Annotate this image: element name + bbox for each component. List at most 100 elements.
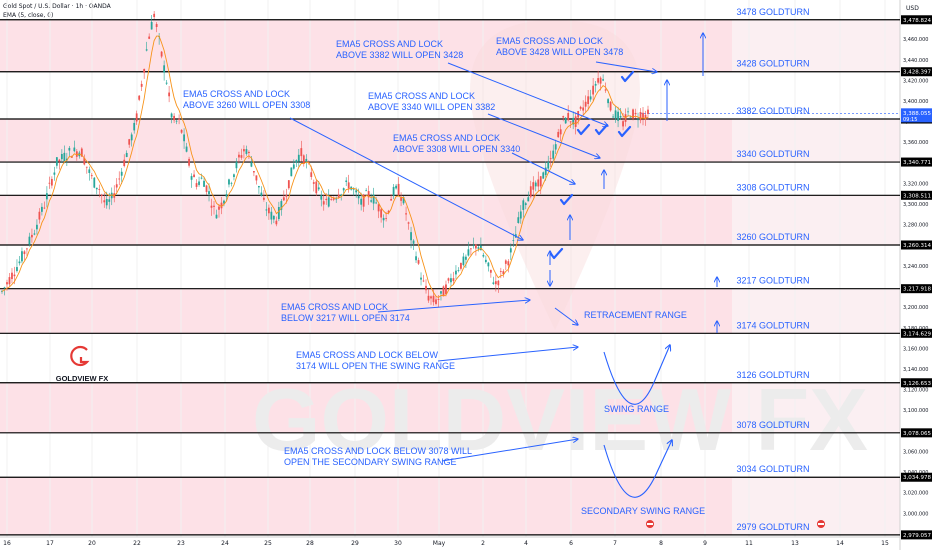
- candle-body: [415, 256, 417, 261]
- candle-body: [193, 174, 195, 178]
- candle-body: [235, 161, 238, 169]
- candle-body: [225, 194, 228, 197]
- candle-body: [125, 152, 128, 158]
- y-tick-label: 3,320.000: [903, 181, 928, 187]
- candle-body: [360, 198, 363, 205]
- candle-body: [494, 281, 497, 285]
- x-tick-label: 22: [133, 540, 141, 547]
- level-price-tag-bg: [901, 530, 932, 540]
- y-tick-label: 3,360.000: [903, 140, 928, 146]
- currency-label: USD: [906, 5, 919, 12]
- candle-body: [357, 196, 360, 199]
- candle-body: [290, 167, 293, 177]
- candle-body: [280, 201, 283, 210]
- candle-body: [183, 134, 185, 142]
- candle-body: [200, 177, 203, 179]
- zone-band-future: [732, 195, 900, 245]
- x-tick-label: 28: [306, 540, 314, 547]
- candle-body: [295, 160, 298, 163]
- y-tick-label: 3,020.000: [903, 491, 928, 497]
- x-tick-label: May: [433, 540, 446, 547]
- swing-range-curve: [603, 345, 670, 405]
- candle-body: [639, 112, 642, 121]
- candle-body: [529, 186, 532, 197]
- candle-body: [397, 183, 400, 195]
- candle-body: [544, 167, 547, 175]
- candle-body: [564, 117, 567, 124]
- candle-body: [153, 13, 156, 18]
- candle-body: [277, 206, 280, 220]
- candle-body: [549, 158, 552, 160]
- ema-line: [1, 35, 649, 299]
- candle-body: [48, 182, 51, 184]
- annotation-text: ABOVE 3340 WILL OPEN 3382: [368, 102, 495, 112]
- candle-body: [345, 180, 348, 182]
- candle-body: [38, 211, 41, 220]
- candle-body: [629, 116, 632, 118]
- candle-body: [33, 233, 36, 235]
- candle-body: [83, 157, 86, 165]
- candle-body: [517, 217, 520, 224]
- projection-arrow: [437, 347, 578, 362]
- check-mark: [559, 193, 574, 206]
- zone-band-future: [732, 119, 900, 163]
- ema-indicator-label[interactable]: EMA (5, close, 0): [3, 12, 54, 19]
- x-tick-label: 30: [394, 540, 402, 547]
- level-price-tag-bg: [901, 378, 932, 388]
- x-tick-label: 9: [703, 540, 707, 547]
- candle-body: [390, 199, 392, 201]
- candle-body: [248, 151, 250, 154]
- candle-body: [452, 278, 455, 282]
- candle-body: [582, 107, 585, 111]
- candle-body: [524, 203, 527, 206]
- candle-body: [597, 78, 600, 83]
- candle-body: [173, 115, 176, 121]
- candle-body: [509, 248, 512, 253]
- candle-body: [90, 175, 93, 177]
- projection-arrow: [511, 152, 575, 184]
- candle-body: [128, 139, 131, 145]
- candle-body: [340, 194, 343, 196]
- candle-body: [120, 171, 123, 176]
- candle-body: [165, 82, 168, 84]
- candle-body: [68, 147, 71, 151]
- candle-body: [442, 286, 445, 297]
- annotation-text: EMA5 CROSS AND LOCK BELOW 3078 WILL: [284, 446, 472, 456]
- candle-body: [320, 195, 323, 200]
- candle-body: [380, 209, 383, 218]
- candle-body: [130, 134, 133, 141]
- candle-body: [400, 197, 402, 201]
- candle-body: [617, 111, 619, 121]
- candle-body: [258, 186, 260, 188]
- level-price-tag: 3,034.978: [903, 475, 931, 481]
- level-price-tag-bg: [901, 67, 932, 77]
- zone-band-future: [732, 288, 900, 334]
- annotation-text: ABOVE 3428 WILL OPEN 3478: [496, 47, 623, 57]
- candle-body: [188, 158, 190, 166]
- candle-body: [362, 194, 365, 207]
- candle-body: [604, 89, 607, 91]
- x-tick-label: 29: [351, 540, 359, 547]
- candle-body: [497, 280, 500, 286]
- economic-event-flag-stripe: [818, 523, 824, 525]
- candle-body: [327, 197, 330, 207]
- candle-body: [534, 182, 537, 187]
- candle-body: [135, 113, 138, 122]
- candle-body: [422, 280, 425, 282]
- y-tick-label: 3,160.000: [903, 346, 928, 352]
- candle-body: [243, 149, 245, 152]
- candle-body: [43, 207, 46, 209]
- candle-body: [155, 24, 158, 28]
- candle-body: [477, 247, 480, 249]
- candle-body: [472, 245, 475, 246]
- projection-arrow: [595, 61, 657, 72]
- candle-body: [512, 240, 515, 241]
- goldturn-label: 3078 GOLDTURN: [736, 420, 809, 430]
- candle-body: [238, 154, 240, 158]
- candle-body: [622, 121, 624, 127]
- candle-body: [644, 114, 647, 120]
- candle-body: [537, 179, 540, 187]
- zone-band-future: [732, 477, 900, 535]
- candle-body: [267, 207, 270, 214]
